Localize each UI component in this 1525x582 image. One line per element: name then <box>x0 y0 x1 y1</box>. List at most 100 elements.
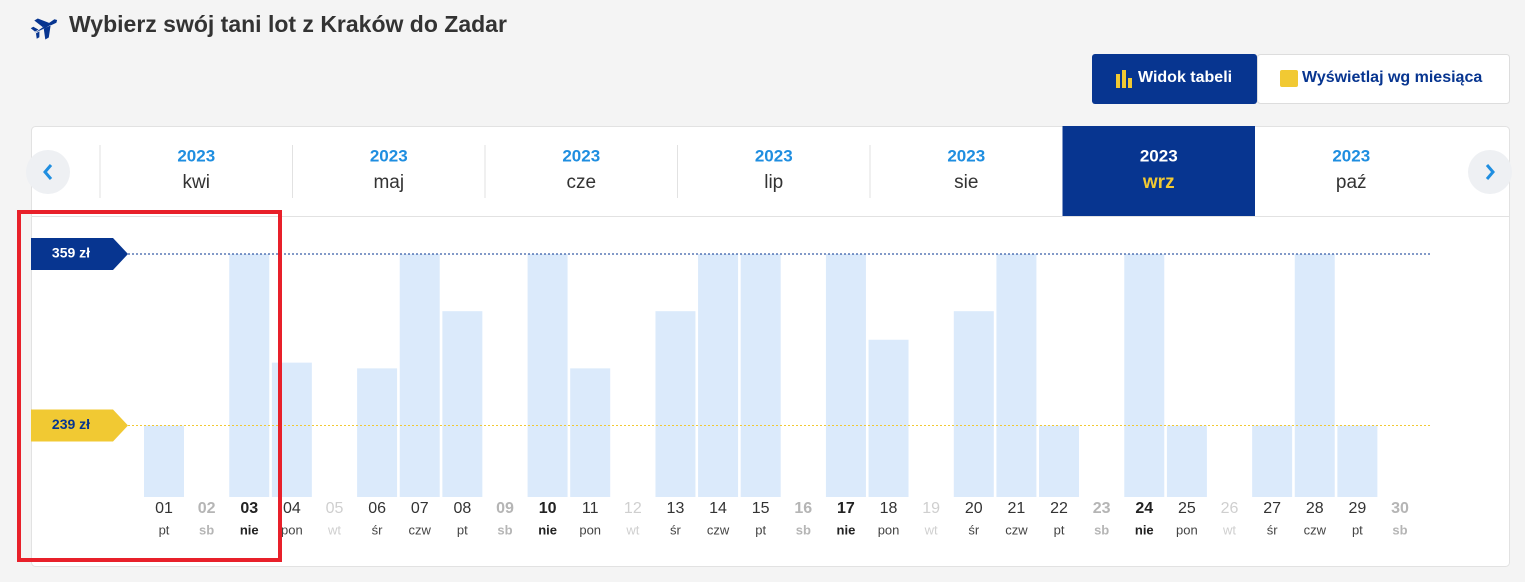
weekday-label: pt <box>159 522 170 537</box>
weekday-label: nie <box>837 522 856 537</box>
month-tabs: 2023 kwi 2023 maj 2023 cze 2023 lip 2023 sie 2023 w… <box>99 126 1370 216</box>
price-bar[interactable] <box>570 368 611 497</box>
prev-button[interactable] <box>26 150 70 194</box>
day-label: 16 <box>794 500 812 517</box>
tab-month: cze <box>566 172 596 193</box>
day-label: 18 <box>880 500 898 517</box>
month-view-button[interactable] <box>1257 54 1510 104</box>
price-bar[interactable] <box>1039 425 1080 497</box>
day-label: 07 <box>411 500 429 517</box>
day-label: 06 <box>368 500 386 517</box>
prev-arrow <box>43 164 53 180</box>
month-tab[interactable]: 2023 lip <box>677 145 793 198</box>
price-bar[interactable] <box>1294 254 1335 497</box>
price-bar[interactable] <box>399 254 440 497</box>
bar-icon <box>1128 78 1132 88</box>
price-bar[interactable] <box>655 311 696 497</box>
month-tab[interactable]: 2023 cze <box>484 145 600 198</box>
weekday-label: pt <box>755 522 766 537</box>
weekday-label: śr <box>372 522 384 537</box>
table-view-button[interactable] <box>1092 54 1257 104</box>
day-label: 13 <box>667 500 685 517</box>
weekday-label: nie <box>240 522 259 537</box>
weekday-label: wt <box>1222 522 1236 537</box>
weekday-label: śr <box>670 522 682 537</box>
weekday-label: wt <box>327 522 341 537</box>
weekday-label: pon <box>1176 522 1198 537</box>
day-label: 23 <box>1093 500 1111 517</box>
day-label: 17 <box>837 500 855 517</box>
weekday-label: sb <box>796 522 811 537</box>
month-tab[interactable]: 2023 sie <box>869 145 985 198</box>
price-bar[interactable] <box>953 311 994 497</box>
tab-year: 2023 <box>1140 146 1178 165</box>
month-tab[interactable]: 2023 wrz <box>1062 126 1256 216</box>
weekday-label: pt <box>1352 522 1363 537</box>
weekday-label: pon <box>579 522 601 537</box>
day-label: 25 <box>1178 500 1196 517</box>
price-flag-label: 359 zł <box>52 245 90 261</box>
weekday-label: pon <box>878 522 900 537</box>
day-label: 02 <box>198 500 216 517</box>
weekday-label: śr <box>1267 522 1279 537</box>
price-bar[interactable] <box>357 368 398 497</box>
price-flag <box>31 409 128 442</box>
day-label: 20 <box>965 500 983 517</box>
tab-month: maj <box>373 172 404 193</box>
price-bar[interactable] <box>527 254 568 497</box>
day-label: 27 <box>1263 500 1281 517</box>
price-flag <box>31 238 128 270</box>
price-bar[interactable] <box>825 254 866 497</box>
day-label: 04 <box>283 500 301 517</box>
day-label: 12 <box>624 500 642 517</box>
price-bar[interactable] <box>698 254 739 497</box>
bar-icon <box>1122 70 1126 88</box>
price-bar[interactable] <box>1166 425 1207 497</box>
day-label: 15 <box>752 500 770 517</box>
calendar-icon <box>1280 70 1298 87</box>
day-label: 24 <box>1135 500 1153 517</box>
page-title: Wybierz swój tani lot z Kraków do Zadar <box>69 11 507 37</box>
tab-year: 2023 <box>755 146 793 165</box>
weekday-label: sb <box>1094 522 1109 537</box>
price-bar[interactable] <box>996 254 1037 497</box>
button-label: Widok tabeli <box>1138 69 1232 86</box>
month-tab[interactable]: 2023 kwi <box>99 145 215 198</box>
day-label: 30 <box>1391 500 1409 517</box>
month-tab[interactable]: 2023 maj <box>292 145 408 198</box>
day-label: 22 <box>1050 500 1068 517</box>
weekday-label: nie <box>538 522 557 537</box>
price-bar[interactable] <box>740 254 781 497</box>
day-label: 09 <box>496 500 514 517</box>
day-label: 03 <box>240 500 258 517</box>
weekday-label: czw <box>409 522 432 537</box>
next-button[interactable] <box>1468 150 1512 194</box>
next-arrow <box>1485 164 1495 180</box>
day-label: 11 <box>582 500 599 517</box>
price-bar[interactable] <box>1337 425 1378 497</box>
tab-month: wrz <box>1142 172 1175 193</box>
price-bar[interactable] <box>144 425 184 497</box>
weekday-label: sb <box>1392 522 1407 537</box>
weekday-label: sb <box>199 522 214 537</box>
day-label: 14 <box>709 500 727 517</box>
tab-month: lip <box>764 172 783 193</box>
month-tab[interactable]: 2023 paź <box>1332 146 1370 193</box>
weekday-label: wt <box>924 522 938 537</box>
price-bar[interactable] <box>271 362 312 497</box>
weekday-label: śr <box>968 522 980 537</box>
price-bar[interactable] <box>442 311 483 497</box>
tab-month: kwi <box>183 172 210 193</box>
tab-month: paź <box>1336 172 1367 193</box>
weekday-label: nie <box>1135 522 1154 537</box>
weekday-label: czw <box>1005 522 1028 537</box>
price-bar[interactable] <box>229 254 270 497</box>
price-bar[interactable] <box>868 339 909 497</box>
weekday-label: wt <box>625 522 639 537</box>
price-bar[interactable] <box>1252 425 1293 497</box>
tab-year: 2023 <box>947 146 985 165</box>
selected-tab-bg <box>1062 126 1255 216</box>
weekday-label: pon <box>281 522 303 537</box>
price-bar[interactable] <box>1124 254 1165 497</box>
